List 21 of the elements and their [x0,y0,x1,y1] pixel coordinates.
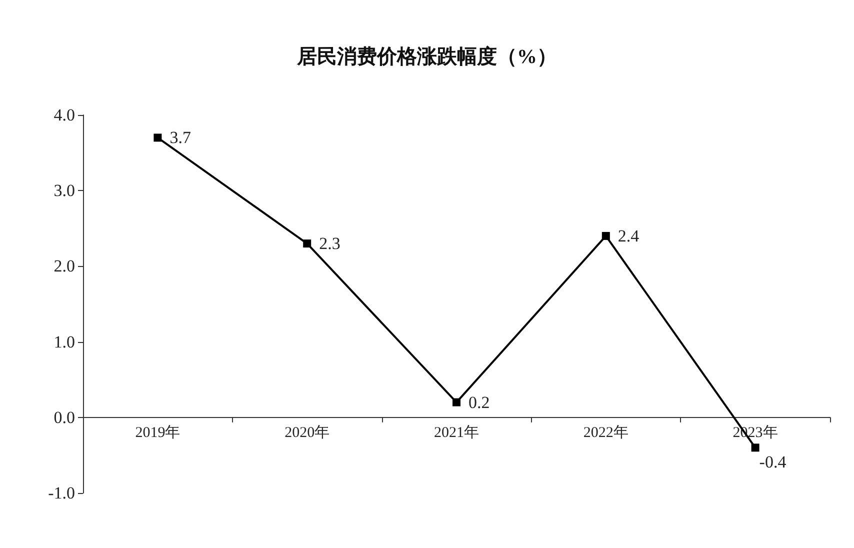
data-label: 2.3 [319,234,340,254]
point [303,240,312,248]
x-tick-label: 2021年 [434,424,479,441]
y-tick-label: 1.0 [54,332,75,352]
data-label: -0.4 [759,452,787,472]
y-tick-label: -1.0 [48,484,75,502]
y-tick-label: 4.0 [54,106,75,124]
y-tick-label: 2.0 [54,256,75,276]
point [602,232,610,240]
data-label: 0.2 [468,392,490,412]
point [751,444,760,452]
data-label: 3.7 [170,128,192,148]
x-tick-label: 2020年 [284,424,330,441]
y-tick-label: 0.0 [54,408,75,427]
data-label: 2.4 [618,226,640,246]
point [452,398,460,406]
chart-title: 居民消费价格涨跌幅度（%） [296,45,557,68]
x-tick-label: 2022年 [583,424,628,441]
x-tick-label: 2019年 [135,424,180,441]
point [154,134,162,142]
y-tick-label: 3.0 [54,181,75,200]
